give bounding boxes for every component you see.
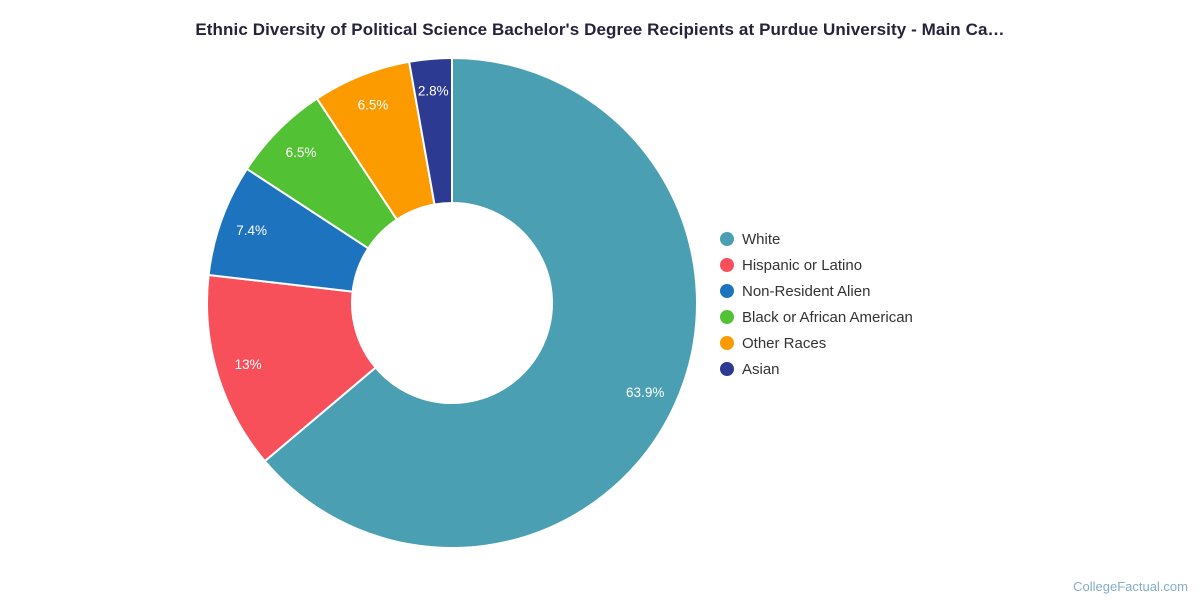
legend-item-other-races[interactable]: Other Races [720,330,913,356]
chart-title: Ethnic Diversity of Political Science Ba… [195,20,1005,39]
legend-label: Other Races [742,334,827,352]
legend-item-black-or-african-american[interactable]: Black or African American [720,304,913,330]
legend-marker-icon [720,310,734,324]
legend-label: White [742,230,781,248]
legend-label: Asian [742,360,780,378]
legend-label: Non-Resident Alien [742,282,871,300]
watermark-link[interactable]: CollegeFactual.com [1073,579,1188,594]
legend-item-hispanic-or-latino[interactable]: Hispanic or Latino [720,252,913,278]
pie-slice-asian[interactable] [408,57,453,206]
legend: White Hispanic or Latino Non-Resident Alie… [720,226,913,382]
slice-label-hispanic-or-latino: 13% [235,357,262,372]
pie-slice-hispanic-or-latino[interactable] [206,273,377,463]
legend-marker-icon [720,362,734,376]
legend-marker-icon [720,336,734,350]
slice-label-black-or-african-american: 6.5% [286,145,317,160]
legend-marker-icon [720,232,734,246]
slice-label-non-resident-alien: 7.4% [236,223,267,238]
legend-item-white[interactable]: White [720,226,913,252]
pie-slice-white[interactable] [263,57,698,549]
legend-label: Hispanic or Latino [742,256,863,274]
slice-label-white: 63.9% [626,385,664,400]
legend-item-asian[interactable]: Asian [720,356,913,382]
legend-marker-icon [720,258,734,272]
legend-marker-icon [720,284,734,298]
slice-label-other-races: 6.5% [358,98,389,113]
slice-label-asian: 2.8% [418,83,449,98]
legend-label: Black or African American [742,308,913,326]
legend-item-non-resident-alien[interactable]: Non-Resident Alien [720,278,913,304]
